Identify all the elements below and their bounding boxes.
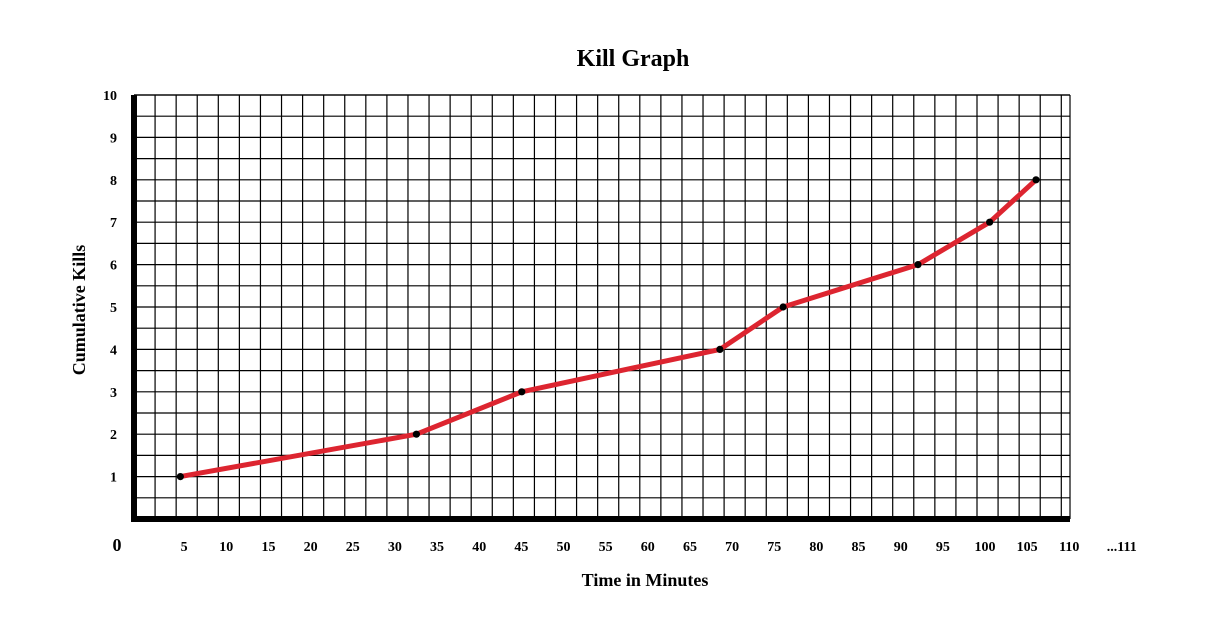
x-tick-label: 10 (219, 540, 233, 555)
y-tick-label: 9 (110, 131, 117, 146)
y-tick-label: 1 (110, 471, 117, 486)
origin-label: 0 (113, 535, 122, 555)
y-tick-label: 2 (110, 428, 117, 443)
series-line (177, 177, 1039, 480)
x-tick-label: 40 (472, 540, 486, 555)
x-tick-label: 110 (1059, 540, 1079, 555)
x-tick-label: 20 (304, 540, 318, 555)
y-tick-label: 6 (110, 259, 117, 274)
data-point (1032, 176, 1040, 184)
x-tick-label: 60 (641, 540, 655, 555)
axes (131, 95, 1070, 522)
y-tick-label: 4 (110, 343, 117, 358)
y-tick-label: 8 (110, 174, 117, 189)
x-tick-label: 95 (936, 540, 950, 555)
x-tick-label: 25 (346, 540, 360, 555)
y-tick-label: 7 (110, 216, 117, 231)
y-tick-labels: 1 2 3 4 5 6 7 8 9 10 (103, 89, 117, 486)
x-tick-label: 45 (514, 540, 528, 555)
x-tick-label: 50 (557, 540, 571, 555)
x-tick-label: 85 (852, 540, 866, 555)
y-tick-label: 5 (110, 301, 117, 316)
x-tick-label-extra: ...111 (1107, 540, 1137, 555)
y-tick-label: 10 (103, 89, 117, 104)
data-point (518, 388, 526, 396)
data-point (716, 345, 724, 353)
data-point (986, 218, 994, 226)
x-tick-labels: 5 10 15 20 25 30 35 40 45 50 55 60 65 70 75 80 85 90 95 100… (181, 540, 1137, 555)
x-tick-label: 90 (894, 540, 908, 555)
y-axis-label: Cumulative Kills (69, 245, 89, 376)
x-tick-label: 70 (725, 540, 739, 555)
data-point (412, 430, 421, 438)
x-tick-label: 15 (261, 540, 275, 555)
x-tick-label: 100 (975, 540, 996, 555)
x-tick-label: 80 (809, 540, 823, 555)
grid (134, 94, 1071, 519)
x-tick-label: 75 (767, 540, 781, 555)
x-tick-label: 35 (430, 540, 444, 555)
chart-title: Kill Graph (577, 46, 690, 72)
x-tick-label: 30 (388, 540, 402, 555)
x-tick-label: 65 (683, 540, 697, 555)
data-point (914, 261, 922, 269)
x-tick-label: 5 (181, 540, 188, 555)
series (176, 176, 1040, 481)
x-tick-label: 55 (599, 540, 613, 555)
x-axis-label: Time in Minutes (582, 570, 709, 590)
data-point (176, 473, 184, 481)
data-point (779, 303, 787, 311)
y-tick-label: 3 (110, 386, 117, 401)
x-tick-label: 105 (1017, 540, 1038, 555)
